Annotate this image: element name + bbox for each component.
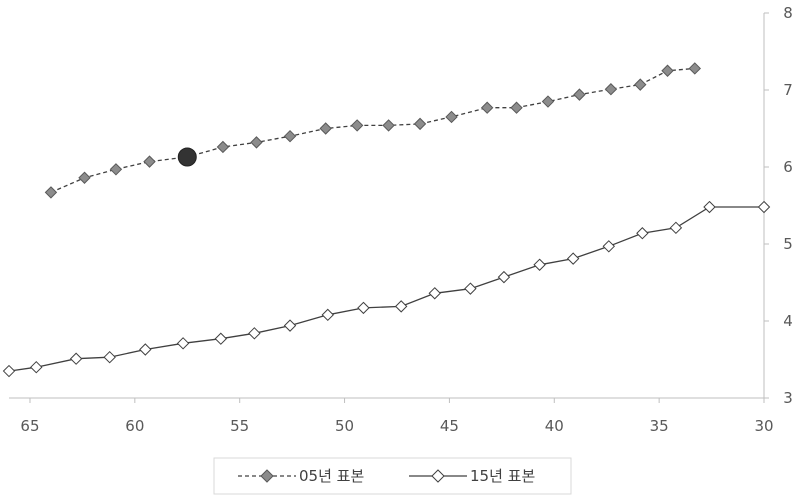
series-2 bbox=[2, 200, 771, 378]
legend: 05년 표본 15년 표본 bbox=[213, 457, 572, 495]
data-point-marker bbox=[321, 308, 334, 322]
data-point-marker bbox=[216, 140, 230, 154]
data-point-marker bbox=[30, 360, 43, 374]
legend-label-15: 15년 표본 bbox=[470, 467, 535, 485]
data-point-marker bbox=[757, 200, 771, 214]
y-tick-label: 8 bbox=[783, 4, 793, 22]
legend-marker-05 bbox=[260, 469, 274, 483]
data-point-marker bbox=[283, 319, 297, 332]
y-tick-label: 3 bbox=[783, 389, 793, 407]
data-point-marker bbox=[44, 186, 58, 199]
data-point-marker bbox=[413, 117, 427, 131]
data-point-marker bbox=[669, 221, 683, 235]
data-point-marker bbox=[533, 258, 546, 271]
legend-box bbox=[213, 457, 572, 495]
y-tick-label: 6 bbox=[783, 158, 793, 176]
data-point-marker bbox=[510, 101, 523, 114]
data-point-marker bbox=[428, 287, 441, 300]
data-point-marker bbox=[566, 252, 580, 265]
data-point-marker bbox=[109, 163, 123, 176]
y-tick-label: 5 bbox=[783, 235, 793, 253]
data-point-marker bbox=[248, 327, 261, 340]
x-tick-label: 30 bbox=[754, 417, 773, 435]
series-layer bbox=[2, 62, 771, 378]
data-point-marker bbox=[214, 332, 228, 345]
data-point-marker bbox=[480, 101, 494, 114]
data-point-marker bbox=[602, 240, 616, 253]
data-point-marker bbox=[382, 119, 395, 132]
data-point-marker bbox=[357, 301, 370, 315]
x-tick-label: 35 bbox=[650, 417, 669, 435]
data-point-marker bbox=[176, 337, 190, 350]
x-tick-label: 45 bbox=[440, 417, 459, 435]
data-point-marker bbox=[139, 343, 152, 356]
data-point-marker bbox=[636, 227, 649, 240]
data-point-marker bbox=[250, 136, 263, 149]
y-tick-label: 7 bbox=[783, 81, 793, 99]
series-line bbox=[50, 67, 695, 193]
data-point-marker bbox=[661, 64, 674, 77]
data-point-marker bbox=[445, 110, 458, 124]
data-point-marker bbox=[283, 129, 297, 143]
series-1 bbox=[44, 62, 701, 199]
data-point-marker bbox=[2, 364, 16, 378]
data-point-marker bbox=[688, 62, 701, 75]
data-point-marker bbox=[319, 122, 332, 135]
series-line bbox=[8, 206, 764, 372]
data-point-marker bbox=[573, 88, 586, 101]
data-point-marker bbox=[350, 119, 364, 132]
data-point-marker bbox=[464, 282, 477, 295]
data-point-marker bbox=[394, 300, 408, 313]
x-tick-label: 55 bbox=[230, 417, 249, 435]
data-point-marker bbox=[541, 95, 555, 108]
data-point-marker bbox=[634, 78, 647, 91]
data-point-marker bbox=[103, 350, 116, 364]
x-tick-label: 65 bbox=[20, 417, 39, 435]
data-point-marker bbox=[497, 270, 511, 284]
y-tick-label: 4 bbox=[783, 312, 793, 330]
data-point-marker bbox=[604, 83, 618, 96]
data-point-marker bbox=[143, 155, 156, 168]
legend-marker-15 bbox=[431, 469, 445, 483]
data-point-marker bbox=[703, 200, 716, 214]
data-point-marker bbox=[69, 352, 83, 365]
highlight-point bbox=[177, 147, 197, 167]
data-point-marker bbox=[78, 171, 91, 184]
x-tick-label: 40 bbox=[545, 417, 564, 435]
x-tick-label: 60 bbox=[125, 417, 144, 435]
legend-label-05: 05년 표본 bbox=[299, 467, 364, 485]
x-tick-label: 50 bbox=[335, 417, 354, 435]
